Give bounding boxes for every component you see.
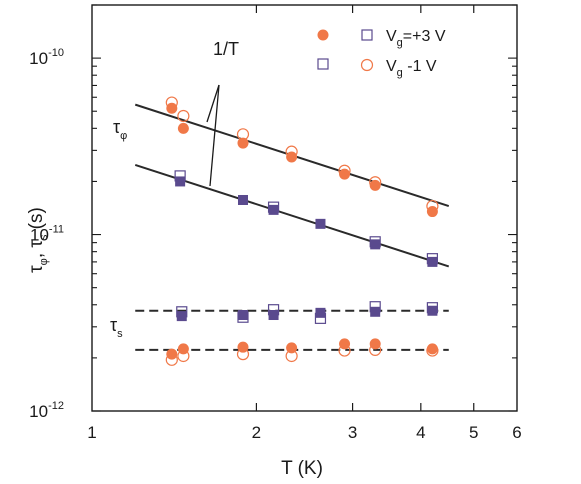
- y-tick-exponent: -10: [48, 47, 64, 59]
- tau_phi-filled-square-point: [370, 239, 381, 250]
- tau_phi-filled-square-point: [427, 256, 438, 267]
- legend-entry-1: Vg=+3 V: [386, 28, 446, 49]
- data-markers: [165, 96, 439, 366]
- plot-frame-layer: [91, 4, 518, 412]
- tau_phi-open-square-point: [174, 170, 186, 182]
- tau_s-open-circle-point: [338, 344, 351, 357]
- y-tick-label: 10-10: [29, 47, 64, 68]
- plot-frame: [91, 4, 518, 412]
- y-tick-base: 10: [30, 226, 49, 245]
- tau_s-filled-square-point: [237, 310, 248, 321]
- tau-phi-fit-line: [134, 164, 450, 268]
- tau-s-label: τs: [110, 315, 123, 340]
- legend-marker-open-square: [361, 29, 373, 41]
- tau_s-open-circle-point: [236, 348, 250, 361]
- tau_s-open-square-point: [237, 311, 249, 323]
- y-tick-base: 10: [29, 402, 48, 421]
- y-tick-base: 10: [29, 49, 48, 68]
- tau_s-filled-square-point: [176, 311, 187, 322]
- y-tick-exponent: -12: [48, 400, 64, 412]
- tau_phi-open-square-point: [267, 201, 280, 213]
- tau_s-open-circle-point: [285, 349, 298, 363]
- x-tick-label: 1: [87, 423, 96, 442]
- svg-text:τφ, τs (s): τφ, τs (s): [26, 207, 50, 273]
- x-tick-label: 4: [416, 423, 425, 442]
- tau_phi-open-circle-point: [369, 176, 382, 189]
- x-tick-label: 2: [252, 423, 261, 442]
- tau_phi-filled-square-point: [237, 194, 248, 205]
- tau-phi-label: τφ: [113, 117, 127, 142]
- tau_phi-filled-circle-point: [177, 122, 189, 134]
- tau_s-open-square-point: [267, 304, 280, 316]
- y-tick-label: 10-12: [29, 400, 64, 421]
- tau_s-filled-square-point: [427, 305, 438, 316]
- tau_phi-filled-circle-point: [339, 168, 351, 180]
- x-tick-label: 6: [512, 423, 521, 442]
- tau_phi-open-circle-point: [236, 128, 250, 141]
- tau_s-open-circle-point: [165, 353, 178, 366]
- legend-marker-filled-square: [317, 58, 329, 70]
- y-axis-label: τφ, τs (s): [26, 207, 50, 273]
- x-tick-label: 3: [348, 423, 357, 442]
- tau_s-open-square-point: [314, 312, 327, 324]
- tau_s-open-circle-point: [426, 344, 439, 357]
- tau_s-open-square-point: [426, 302, 438, 314]
- slope-pointer: [206, 84, 220, 187]
- tau_s-open-square-point: [369, 301, 381, 313]
- legend: Vg=+3 V Vg -1 V: [317, 28, 446, 79]
- x-tick-label: 5: [469, 423, 478, 442]
- tau_s-filled-circle-point: [339, 338, 351, 350]
- y-tick-label: 10-11: [30, 224, 64, 245]
- tau_phi-open-circle-point: [426, 199, 439, 213]
- legend-marker-filled-circle: [317, 29, 329, 41]
- tau_phi-open-circle-point: [165, 96, 178, 109]
- tau_phi-open-circle-point: [285, 145, 298, 158]
- tau_s-open-circle-point: [369, 343, 382, 356]
- slope-annotation: 1/T: [213, 39, 239, 59]
- legend-marker-open-circle: [360, 58, 374, 72]
- tau_s-open-square-point: [176, 306, 188, 318]
- tau_phi-filled-square-point: [268, 204, 279, 215]
- legend-entry-2: Vg -1 V: [386, 58, 437, 79]
- tau_phi-filled-circle-point: [237, 137, 249, 149]
- tau_phi-open-circle-point: [177, 109, 190, 123]
- tau_phi-filled-circle-point: [369, 179, 381, 191]
- tau_s-open-circle-point: [177, 349, 190, 363]
- tau_phi-open-circle-point: [338, 164, 351, 177]
- tau_phi-open-square-point: [369, 236, 381, 248]
- tau_phi-open-square-point: [426, 253, 438, 265]
- y-tick-exponent: -11: [49, 224, 64, 236]
- tau_phi-filled-square-point: [315, 218, 326, 229]
- x-axis-label: T (K): [281, 458, 323, 479]
